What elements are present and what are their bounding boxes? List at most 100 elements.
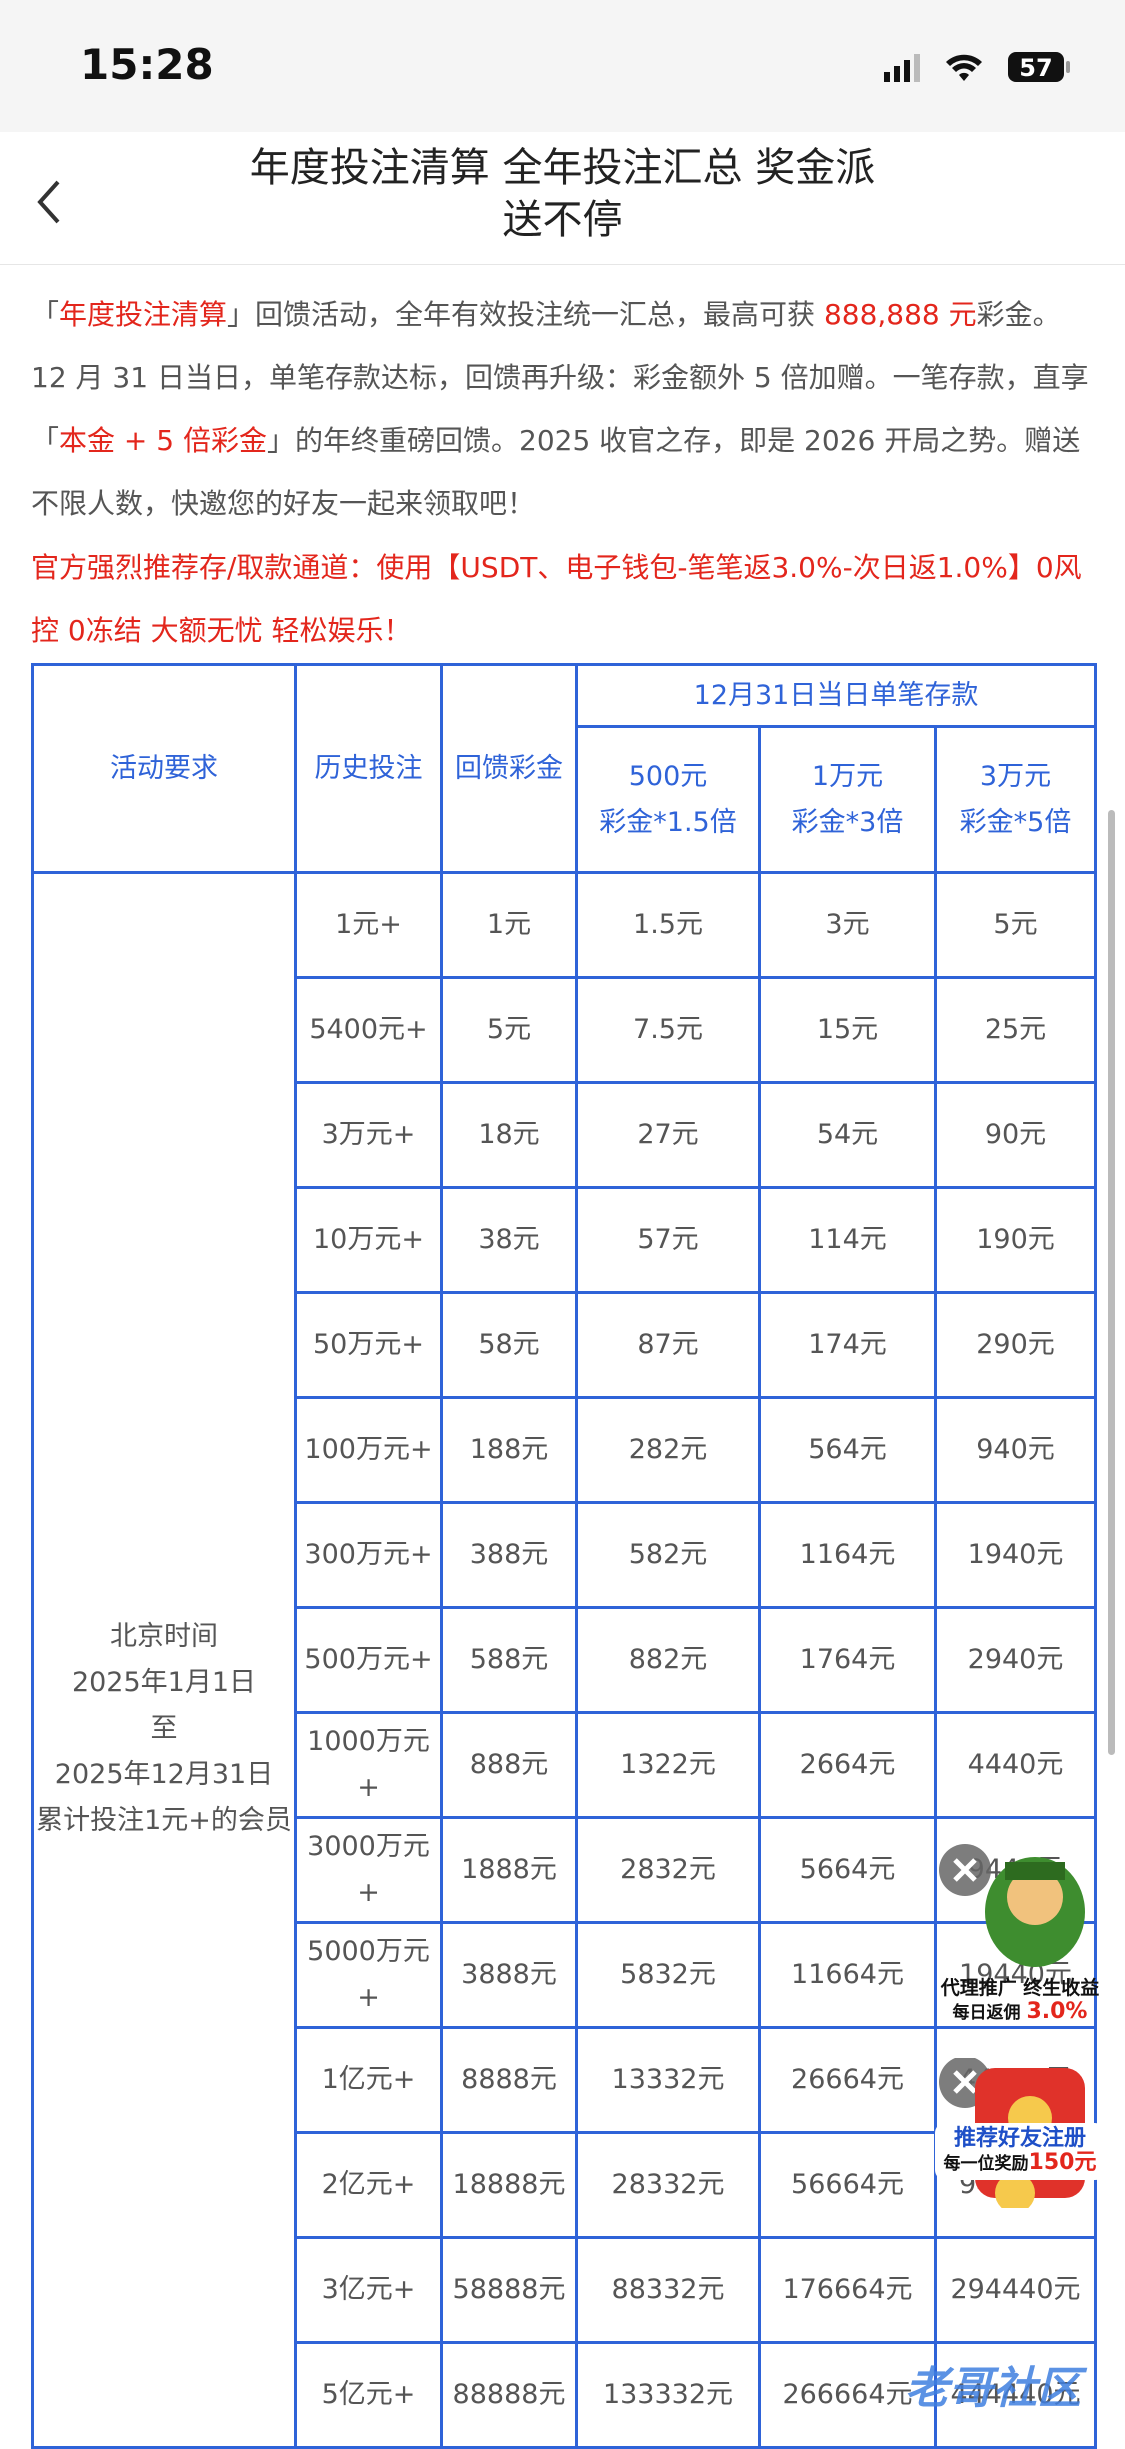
data-cell: 114元 <box>758 1186 937 1294</box>
data-cell: 1元+ <box>294 871 443 979</box>
header-row: 500元 彩金*1.5倍 1万元 彩金*3倍 3万元 彩金*5倍 <box>33 725 1097 874</box>
data-cell: 58元 <box>440 1291 578 1399</box>
header-cell: 活动要求 <box>31 663 297 874</box>
back-button[interactable] <box>30 172 70 232</box>
clock: 15:28 <box>80 40 214 89</box>
ad-text: 150元 <box>1028 2150 1097 2175</box>
data-cell: 500万元+ <box>294 1606 443 1714</box>
intro-paragraph: 「年度投注清算」回馈活动，全年有效投注统一汇总，最高可获 888,888 元彩金… <box>31 283 1094 535</box>
data-cell: 3亿元+ <box>294 2236 443 2344</box>
sub-header-cell: 500元彩金*1.5倍 <box>575 725 761 874</box>
battery-level: 57 <box>1019 54 1052 82</box>
highlight: 年度投注清算 <box>59 298 228 331</box>
data-row: 50万元+ 58元 87元 174元 290元 <box>33 1291 1097 1399</box>
status-bar: 15:28 57 <box>0 0 1125 132</box>
ad-text: 3.0% <box>1026 1999 1088 2024</box>
sub-header-line: 3万元 <box>979 760 1052 792</box>
data-cell: 940元 <box>934 1396 1097 1504</box>
status-icons: 57 <box>884 52 1070 82</box>
data-cell: 11664元 <box>758 1921 937 2029</box>
data-cell: 1888元 <box>440 1816 578 1924</box>
data-cell: 88888元 <box>440 2341 578 2449</box>
page-title: 年度投注清算 全年投注汇总 奖金派送不停 <box>249 145 876 243</box>
requirement-line: 至 <box>150 1713 178 1744</box>
floating-ad[interactable]: 推荐好友注册 每一位奖励150元 <box>935 2056 1105 2213</box>
scrollbar <box>1108 810 1115 1755</box>
data-cell: 3888元 <box>440 1921 578 2029</box>
sub-header-cell: 1万元彩金*3倍 <box>758 725 937 874</box>
data-cell: 2940元 <box>934 1606 1097 1714</box>
data-cell: 1322元 <box>575 1711 761 1819</box>
header-cell: 历史投注 <box>294 663 443 874</box>
ad-image <box>939 1844 1085 1967</box>
nav-header: 年度投注清算 全年投注汇总 奖金派送不停 <box>0 132 1125 265</box>
data-row: 500万元+ 588元 882元 1764元 2940元 <box>33 1606 1097 1714</box>
data-cell: 25元 <box>934 976 1097 1084</box>
data-cell: 90元 <box>934 1081 1097 1189</box>
data-cell: 133332元 <box>575 2341 761 2449</box>
data-row: 5亿元+ 88888元 133332元 266664元 444440元 <box>33 2341 1097 2449</box>
data-cell: 10万元+ <box>294 1186 443 1294</box>
data-cell: 87元 <box>575 1291 761 1399</box>
sub-header-line: 彩金*1.5倍 <box>599 806 737 838</box>
data-cell: 5元 <box>440 976 578 1084</box>
data-cell: 1亿元+ <box>294 2026 443 2134</box>
data-cell: 58888元 <box>440 2236 578 2344</box>
text: 」的年终重磅回馈。2025 收官之存，即是 2026 开局之势。赠送不限人数，快… <box>31 424 1081 520</box>
data-cell: 882元 <box>575 1606 761 1714</box>
data-cell: 290元 <box>934 1291 1097 1399</box>
sub-header-line: 彩金*5倍 <box>959 806 1072 838</box>
data-cell: 13332元 <box>575 2026 761 2134</box>
data-cell: 1元 <box>440 871 578 979</box>
data-cell: 5400元+ <box>294 976 443 1084</box>
data-cell: 176664元 <box>758 2236 937 2344</box>
requirement-line: 2025年1月1日 <box>71 1667 257 1698</box>
data-cell: 294440元 <box>934 2236 1097 2344</box>
data-cell: 54元 <box>758 1081 937 1189</box>
data-cell: 5664元 <box>758 1816 937 1924</box>
group-header: 12月31日当日单笔存款 <box>575 663 1097 728</box>
data-cell: 38元 <box>440 1186 578 1294</box>
data-cell: 88332元 <box>575 2236 761 2344</box>
data-cell: 282元 <box>575 1396 761 1504</box>
sub-header-line: 500元 <box>628 760 708 792</box>
requirement-line: 累计投注1元+的会员 <box>36 1805 292 1836</box>
data-cell: 57元 <box>575 1186 761 1294</box>
header-row: 活动要求 历史投注 回馈彩金 12月31日当日单笔存款 <box>31 663 1097 874</box>
sub-header-line: 1万元 <box>811 760 884 792</box>
ad-line: 每一位奖励150元 <box>935 2151 1105 2176</box>
data-cell: 1940元 <box>934 1501 1097 1609</box>
data-row: 北京时间 2025年1月1日至 2025年12月31日 累计投注1元+的会员 1元+ 1元… <box>31 871 1097 2449</box>
text: 彩金。12 月 31 日当日，单笔存款达标，回馈再升级：彩金额外 5 倍加赠。一… <box>31 298 1089 457</box>
data-cell: 18元 <box>440 1081 578 1189</box>
floating-ad[interactable]: 代理推广 终生收益 每日返佣 3.0% <box>935 1842 1105 2025</box>
data-cell: 190元 <box>934 1186 1097 1294</box>
data-cell: 5元 <box>934 871 1097 979</box>
data-cell: 5亿元+ <box>294 2341 443 2449</box>
data-cell: 26664元 <box>758 2026 937 2134</box>
data-cell: 2664元 <box>758 1711 937 1819</box>
data-cell: 28332元 <box>575 2131 761 2239</box>
data-cell: 8888元 <box>440 2026 578 2134</box>
requirement-line: 北京时间 <box>110 1621 218 1652</box>
data-cell: 300万元+ <box>294 1501 443 1609</box>
reward-table: 活动要求 历史投注 回馈彩金 12月31日当日单笔存款 500元 彩金*1.5倍 1万元 彩金… <box>31 663 1097 2449</box>
data-cell: 174元 <box>758 1291 937 1399</box>
ad-text: 每一位奖励 <box>943 2154 1029 2174</box>
ad-label: 推荐好友注册 每一位奖励150元 <box>935 2123 1105 2180</box>
data-cell: 50万元+ <box>294 1291 443 1399</box>
data-cell: 5832元 <box>575 1921 761 2029</box>
data-cell: 1164元 <box>758 1501 937 1609</box>
highlight: 888,888 元 <box>823 298 977 331</box>
text: 」回馈活动，全年有效投注统一汇总，最高可获 <box>227 298 824 331</box>
sub-header-line: 彩金*3倍 <box>791 806 904 838</box>
text: 「 <box>31 298 60 331</box>
ad-line: 推荐好友注册 <box>953 2126 1086 2151</box>
data-cell: 444440元 <box>934 2341 1097 2449</box>
data-cell: 1764元 <box>758 1606 937 1714</box>
data-row: 1000万元+ 888元 1322元 2664元 4440元 <box>33 1711 1097 1819</box>
data-cell: 888元 <box>440 1711 578 1819</box>
ad-text: 每日返佣 <box>952 2003 1021 2023</box>
requirement-cell: 北京时间 2025年1月1日至 2025年12月31日 累计投注1元+的会员 <box>31 871 297 2449</box>
notice: 官方强烈推荐存/取款通道：使用【USDT、电子钱包-笔笔返3.0%-次日返1.0… <box>31 551 1082 647</box>
